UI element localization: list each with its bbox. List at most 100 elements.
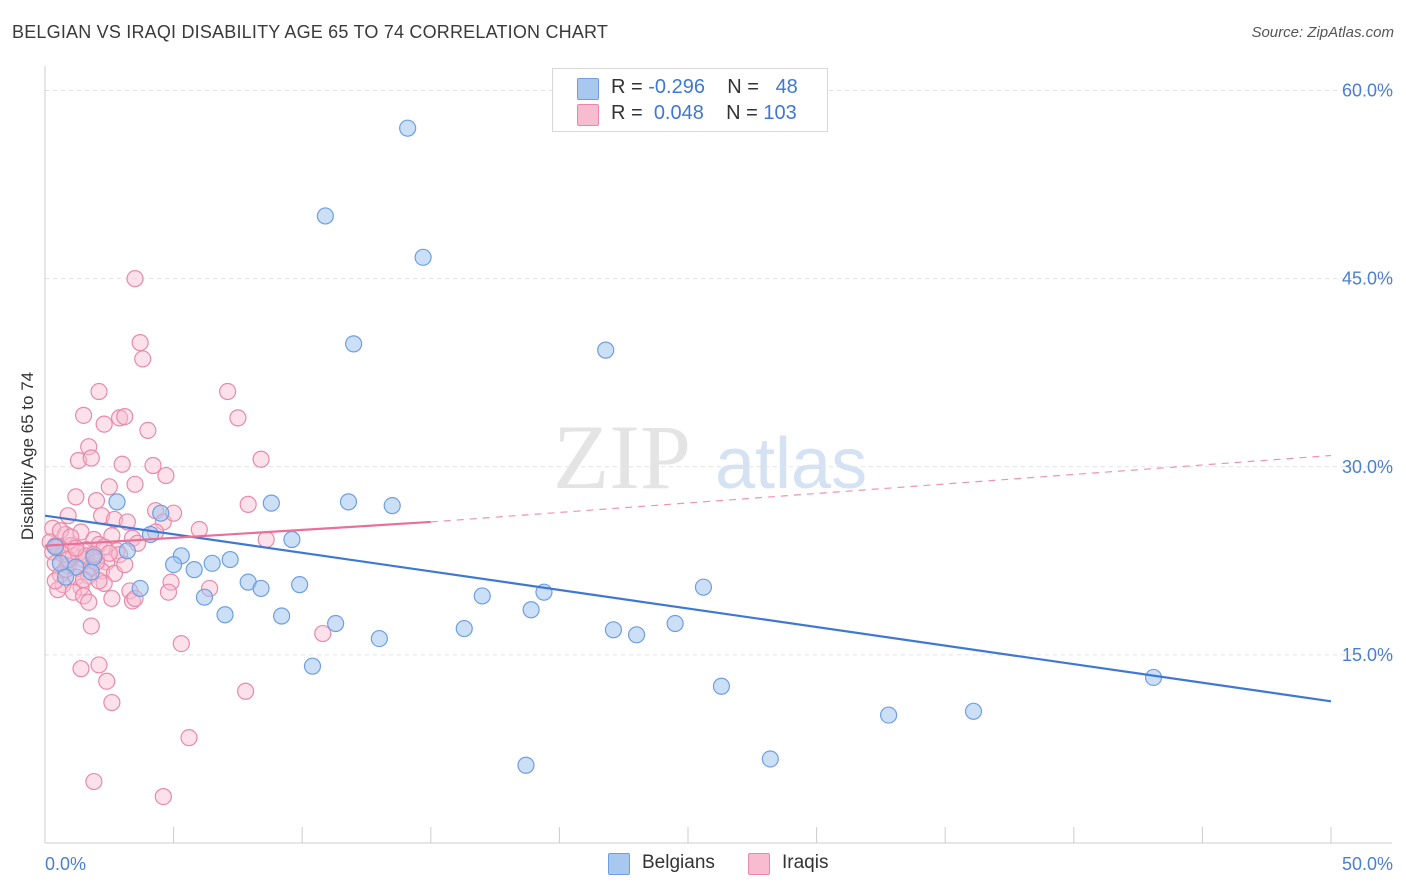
x-tick-label-min: 0.0% <box>45 854 86 874</box>
iraqis-point <box>103 693 121 712</box>
iraqis-point <box>126 270 144 288</box>
belgians-trend-line <box>44 514 1332 703</box>
belgians-point <box>221 550 239 569</box>
legend-swatch-iraqis <box>577 104 599 126</box>
belgians-point <box>283 530 301 549</box>
legend-n-label: N = <box>727 76 759 98</box>
trend-lines <box>44 454 1332 703</box>
belgians-point <box>303 657 322 675</box>
iraqis-point <box>59 507 77 525</box>
iraqis-point <box>64 583 82 601</box>
iraqis-point <box>90 382 108 401</box>
belgians-point <box>370 629 388 648</box>
belgians-point <box>195 588 214 606</box>
iraqis-point <box>72 523 90 541</box>
belgians-point <box>165 555 183 574</box>
belgians-point <box>473 587 491 605</box>
legend-n-value-belgians: 48 <box>775 76 798 98</box>
iraqis-point <box>154 787 172 806</box>
belgians-series <box>46 119 1163 774</box>
iraqis-point <box>80 593 98 611</box>
iraqis-point <box>131 334 149 352</box>
belgians-point <box>185 561 203 579</box>
belgians-point <box>522 601 540 619</box>
iraqis-point <box>74 406 93 424</box>
iraqis-point <box>123 592 142 610</box>
belgians-point <box>108 493 126 511</box>
iraqis-point <box>105 510 124 529</box>
iraqis-point <box>162 573 180 591</box>
iraqis-point <box>72 660 90 678</box>
iraqis-point <box>314 624 332 643</box>
iraqis-point <box>159 583 178 601</box>
legend-swatch-belgians <box>577 78 599 100</box>
chart-title: BELGIAN VS IRAQI DISABILITY AGE 65 TO 74… <box>12 22 609 42</box>
bottom-legend-label-iraqis: Iraqis <box>782 852 829 873</box>
iraqis-point <box>239 495 257 513</box>
legend-n-label: N = <box>726 102 758 124</box>
watermark-zip: ZIP <box>553 406 691 508</box>
bottom-legend: Belgians Iraqis <box>0 850 1406 880</box>
iraqis-point <box>85 772 103 791</box>
belgians-point <box>252 579 270 598</box>
belgians-point <box>291 576 309 594</box>
iraqis-point <box>113 455 131 473</box>
y-tick-label: 45.0% <box>1342 269 1393 289</box>
iraqis-trend-line <box>44 520 431 547</box>
iraqis-point <box>116 408 134 426</box>
belgians-point <box>627 626 646 644</box>
iraqis-point <box>82 449 100 467</box>
belgians-point <box>383 497 401 515</box>
bottom-legend-label-belgians: Belgians <box>642 852 715 873</box>
iraqis-point <box>157 466 175 485</box>
iraqis-point <box>252 450 270 468</box>
bottom-legend-swatch-iraqis <box>748 853 770 875</box>
legend-n-value-iraqis: 103 <box>763 102 797 124</box>
axes <box>44 66 1392 844</box>
iraqis-point <box>172 634 190 653</box>
watermark: ZIP atlas <box>553 406 867 508</box>
iraqis-point <box>237 682 255 700</box>
belgians-point <box>46 538 64 556</box>
belgians-point <box>455 619 473 638</box>
belgians-point <box>131 579 149 598</box>
belgians-point <box>880 706 898 724</box>
belgians-point <box>964 702 983 720</box>
chart-source: Source: ZipAtlas.com <box>1251 24 1394 41</box>
belgians-point <box>203 554 221 572</box>
belgians-point <box>316 207 334 225</box>
belgians-point <box>118 542 136 560</box>
iraqis-point <box>229 409 247 427</box>
belgians-point <box>67 558 85 576</box>
iraqis-point <box>87 492 106 510</box>
belgians-point <box>216 606 234 624</box>
belgians-point <box>85 548 103 566</box>
belgians-point <box>761 750 779 768</box>
iraqis-point <box>90 656 108 674</box>
belgians-point <box>597 341 615 359</box>
y-tick-label: 60.0% <box>1342 81 1393 101</box>
iraqis-point <box>219 382 237 401</box>
watermark-atlas: atlas <box>715 424 867 504</box>
belgians-point <box>666 614 684 633</box>
iraqis-point <box>257 530 275 549</box>
x-tick-label-max: 50.0% <box>1342 854 1393 874</box>
iraqis-point <box>67 488 85 506</box>
belgians-point <box>694 578 713 596</box>
y-tick-label: 30.0% <box>1342 457 1393 477</box>
iraqis-point <box>100 544 118 562</box>
iraqis-point <box>100 478 118 496</box>
belgians-point <box>152 504 170 522</box>
belgians-point <box>273 607 291 625</box>
grid-lines <box>45 90 1392 656</box>
iraqis-point <box>95 415 113 433</box>
iraqis-point <box>103 589 121 608</box>
iraqis-point <box>51 522 70 540</box>
belgians-point <box>82 563 100 581</box>
iraqis-point <box>134 350 152 368</box>
iraqis-point <box>139 421 157 440</box>
belgians-point <box>345 335 363 353</box>
belgians-point <box>414 248 432 266</box>
belgians-point <box>327 614 345 633</box>
